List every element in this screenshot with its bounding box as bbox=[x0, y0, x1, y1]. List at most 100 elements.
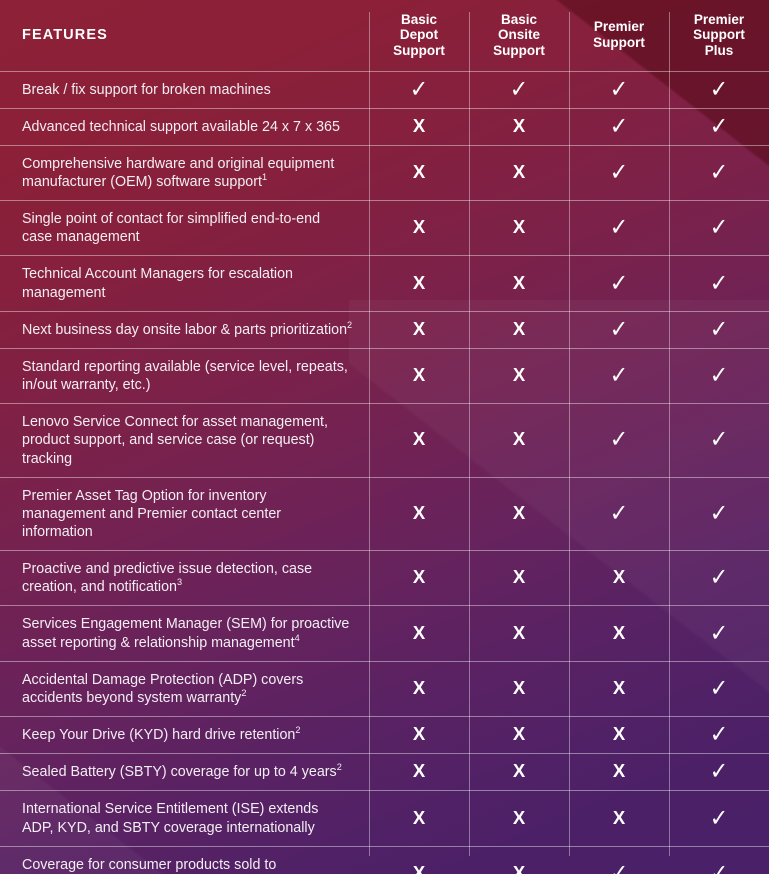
check-mark-cell-premier-support-plus: ✓ bbox=[669, 476, 769, 551]
cross-mark-cell-basic-depot-support: X bbox=[369, 550, 469, 606]
cross-mark-cell-basic-onsite-support: X bbox=[469, 403, 569, 478]
cross-mark-cell-basic-depot-support: X bbox=[369, 403, 469, 478]
cross-icon: X bbox=[512, 364, 526, 386]
cross-icon: X bbox=[412, 114, 426, 136]
check-icon: ✓ bbox=[709, 112, 729, 140]
cross-mark-cell-basic-depot-support: X bbox=[369, 716, 469, 754]
table-row: Single point of contact for simplified e… bbox=[0, 200, 769, 256]
check-icon: ✓ bbox=[709, 499, 729, 527]
column-header-line: Support bbox=[593, 35, 645, 51]
cross-icon: X bbox=[512, 676, 526, 698]
check-mark-cell-premier-support: ✓ bbox=[569, 403, 669, 478]
cross-mark-cell-basic-depot-support: X bbox=[369, 753, 469, 791]
table-body: Break / fix support for broken machines ✓… bbox=[0, 70, 769, 874]
table-row: Sealed Battery (SBTY) coverage for up to… bbox=[0, 753, 769, 791]
cross-icon: X bbox=[512, 317, 526, 339]
feature-label: Advanced technical support available 24 … bbox=[0, 107, 369, 146]
footnote-marker: 2 bbox=[336, 762, 342, 773]
cross-mark-cell-basic-depot-support: X bbox=[369, 660, 469, 717]
cross-mark-cell-basic-onsite-support: X bbox=[469, 347, 569, 404]
footnote-marker: 2 bbox=[295, 725, 301, 736]
check-mark-cell-premier-support-plus: ✓ bbox=[669, 716, 769, 754]
cross-mark-cell-basic-onsite-support: X bbox=[469, 107, 569, 146]
cross-icon: X bbox=[612, 723, 626, 745]
check-icon: ✓ bbox=[709, 315, 729, 343]
check-mark-cell-premier-support: ✓ bbox=[569, 144, 669, 201]
cross-mark-cell-basic-depot-support: X bbox=[369, 790, 469, 847]
cross-mark-cell-premier-support: X bbox=[569, 550, 669, 606]
check-mark-cell-premier-support-plus: ✓ bbox=[669, 310, 769, 349]
check-icon: ✓ bbox=[409, 75, 429, 103]
cross-icon: X bbox=[512, 566, 526, 588]
feature-label: Lenovo Service Connect for asset managem… bbox=[0, 403, 369, 478]
feature-label: Services Engagement Manager (SEM) for pr… bbox=[0, 605, 369, 662]
cross-icon: X bbox=[512, 861, 526, 874]
check-mark-cell-premier-support-plus: ✓ bbox=[669, 550, 769, 606]
check-mark-cell-premier-support: ✓ bbox=[569, 845, 669, 874]
column-header-basic-depot-support: Basic Depot Support bbox=[369, 0, 469, 72]
check-mark-cell-basic-depot-support: ✓ bbox=[369, 70, 469, 109]
footnote-marker: 4 bbox=[294, 632, 300, 643]
column-header-premier-support-plus: Premier Support Plus bbox=[669, 0, 769, 72]
table-row: Proactive and predictive issue detection… bbox=[0, 550, 769, 606]
check-icon: ✓ bbox=[609, 75, 629, 103]
cross-mark-cell-basic-onsite-support: X bbox=[469, 790, 569, 847]
cross-mark-cell-basic-onsite-support: X bbox=[469, 550, 569, 606]
cross-mark-cell-basic-onsite-support: X bbox=[469, 476, 569, 551]
cross-icon: X bbox=[612, 566, 626, 588]
cross-mark-cell-basic-onsite-support: X bbox=[469, 200, 569, 256]
cross-icon: X bbox=[512, 723, 526, 745]
features-column-header: FEATURES bbox=[0, 0, 369, 72]
cross-mark-cell-premier-support: X bbox=[569, 605, 669, 662]
table-row: Accidental Damage Protection (ADP) cover… bbox=[0, 660, 769, 717]
cross-mark-cell-premier-support: X bbox=[569, 753, 669, 791]
cross-icon: X bbox=[412, 501, 426, 523]
check-icon: ✓ bbox=[609, 158, 629, 186]
table-header: FEATURES Basic Depot Support Basic Onsite Su… bbox=[0, 0, 769, 72]
check-mark-cell-premier-support: ✓ bbox=[569, 476, 669, 551]
cross-icon: X bbox=[412, 364, 426, 386]
table-row: International Service Entitlement (ISE) … bbox=[0, 790, 769, 847]
cross-mark-cell-basic-depot-support: X bbox=[369, 476, 469, 551]
column-header-line: Premier bbox=[693, 11, 745, 27]
check-mark-cell-premier-support-plus: ✓ bbox=[669, 790, 769, 847]
cross-mark-cell-premier-support: X bbox=[569, 660, 669, 717]
table-row: Next business day onsite labor & parts p… bbox=[0, 310, 769, 349]
header-row: FEATURES Basic Depot Support Basic Onsite Su… bbox=[0, 0, 769, 72]
cross-mark-cell-basic-onsite-support: X bbox=[469, 753, 569, 791]
column-header-line: Basic bbox=[500, 11, 538, 27]
check-icon: ✓ bbox=[709, 758, 729, 786]
footnote-marker: 2 bbox=[347, 319, 353, 330]
check-icon: ✓ bbox=[709, 362, 729, 390]
cross-mark-cell-basic-depot-support: X bbox=[369, 845, 469, 874]
cross-mark-cell-basic-onsite-support: X bbox=[469, 845, 569, 874]
table-row: Advanced technical support available 24 … bbox=[0, 107, 769, 146]
check-icon: ✓ bbox=[709, 426, 729, 454]
cross-icon: X bbox=[512, 114, 526, 136]
column-header-line: Basic bbox=[400, 11, 438, 27]
check-mark-cell-premier-support-plus: ✓ bbox=[669, 70, 769, 109]
cross-icon: X bbox=[612, 621, 626, 643]
column-header-basic-onsite-support: Basic Onsite Support bbox=[469, 0, 569, 72]
table-row: Technical Account Managers for escalatio… bbox=[0, 255, 769, 312]
feature-label: Sealed Battery (SBTY) coverage for up to… bbox=[0, 753, 369, 791]
cross-icon: X bbox=[412, 806, 426, 828]
check-mark-cell-premier-support: ✓ bbox=[569, 200, 669, 256]
cross-icon: X bbox=[512, 806, 526, 828]
check-icon: ✓ bbox=[609, 426, 629, 454]
check-mark-cell-premier-support-plus: ✓ bbox=[669, 605, 769, 662]
cross-icon: X bbox=[612, 806, 626, 828]
table-row: Lenovo Service Connect for asset managem… bbox=[0, 403, 769, 478]
check-icon: ✓ bbox=[709, 859, 729, 874]
table-row: Break / fix support for broken machines ✓… bbox=[0, 70, 769, 109]
cross-mark-cell-basic-depot-support: X bbox=[369, 200, 469, 256]
cross-icon: X bbox=[512, 621, 526, 643]
check-mark-cell-premier-support: ✓ bbox=[569, 255, 669, 312]
cross-mark-cell-basic-onsite-support: X bbox=[469, 144, 569, 201]
cross-icon: X bbox=[612, 676, 626, 698]
cross-mark-cell-basic-onsite-support: X bbox=[469, 310, 569, 349]
cross-mark-cell-basic-onsite-support: X bbox=[469, 660, 569, 717]
cross-icon: X bbox=[512, 160, 526, 182]
